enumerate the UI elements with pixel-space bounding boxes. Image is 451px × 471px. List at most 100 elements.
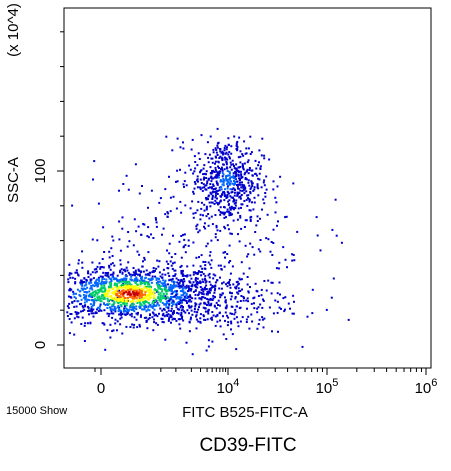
event-dot [101,287,104,290]
event-dot [121,272,124,275]
event-dot [89,321,92,324]
event-dot [130,309,133,311]
event-dot [229,208,232,211]
event-dot [261,306,264,309]
event-dot [195,314,198,317]
event-dot [219,170,222,173]
event-dot [225,177,227,180]
event-dot [97,278,100,281]
event-dot [140,296,143,299]
event-dot [169,210,172,213]
event-dot [224,175,227,178]
event-dot [319,249,322,252]
event-dot [97,299,100,302]
event-dot [248,184,251,187]
event-dot [216,142,219,145]
event-dot [254,172,257,175]
event-dot [159,307,162,310]
event-dot [202,288,205,291]
event-dot [237,292,240,295]
event-dot [200,297,203,300]
event-dot [160,282,163,285]
event-dot [209,205,212,208]
event-dot [208,280,211,283]
event-dot [138,270,141,273]
event-dot [128,273,131,276]
event-dot [75,311,78,314]
event-dot [173,311,175,314]
event-dot [241,165,244,168]
event-dot [197,152,200,155]
event-dot [90,306,93,308]
event-dot [105,295,108,297]
event-dot [228,178,231,181]
event-dot [230,322,233,325]
event-dot [199,218,202,221]
event-dot [102,294,105,297]
event-dot [92,291,95,294]
event-dot [242,299,245,302]
event-dot [127,292,130,295]
event-dot [135,296,138,299]
event-dot [101,322,104,325]
event-dot [90,286,93,289]
event-dot [207,308,210,311]
event-dot [172,195,175,198]
event-dot [179,285,182,288]
event-dot [190,277,193,280]
event-dot [119,309,122,312]
event-dot [135,300,137,303]
event-dot [245,170,248,173]
event-dot [172,291,175,294]
event-dot [168,175,170,178]
event-dot [192,273,195,276]
event-dot [241,163,244,166]
event-dot [107,290,110,293]
event-dot [136,302,139,304]
event-dot [192,216,195,219]
event-dot [100,300,103,303]
event-dot [133,310,136,313]
event-dot [264,192,267,194]
event-dot [240,278,243,281]
event-dot [139,283,142,286]
event-dot [133,218,136,221]
event-dot [271,330,273,333]
event-dot [209,191,212,194]
event-dot [159,295,162,298]
event-dot [198,306,200,309]
event-dot [216,127,219,130]
event-dot [165,306,168,309]
event-dot [130,295,133,298]
event-dot [237,156,240,159]
event-dot [246,297,249,300]
event-dot [176,311,179,314]
event-dot [154,298,157,301]
event-dot [187,300,190,303]
event-dot [113,264,116,267]
event-dot [175,319,178,322]
event-dot [186,265,189,268]
event-dot [120,314,123,317]
event-dot [221,159,224,162]
event-dot [173,269,176,272]
event-dot [173,295,176,298]
event-dot [193,181,196,183]
event-dot [175,292,178,294]
event-dot [225,161,228,164]
event-dot [146,281,149,284]
event-dot [191,283,194,286]
event-dot [222,251,225,254]
event-dot [195,327,198,330]
event-dot [227,137,230,140]
x-tick-label: 105 [316,377,339,397]
event-dot [229,312,232,315]
event-dot [143,279,146,282]
event-dot [202,167,205,170]
event-dot [90,278,93,281]
event-dot [242,189,245,192]
event-dot [209,317,212,320]
event-dot [114,318,117,321]
event-dot [246,255,249,258]
event-dot [111,262,114,265]
